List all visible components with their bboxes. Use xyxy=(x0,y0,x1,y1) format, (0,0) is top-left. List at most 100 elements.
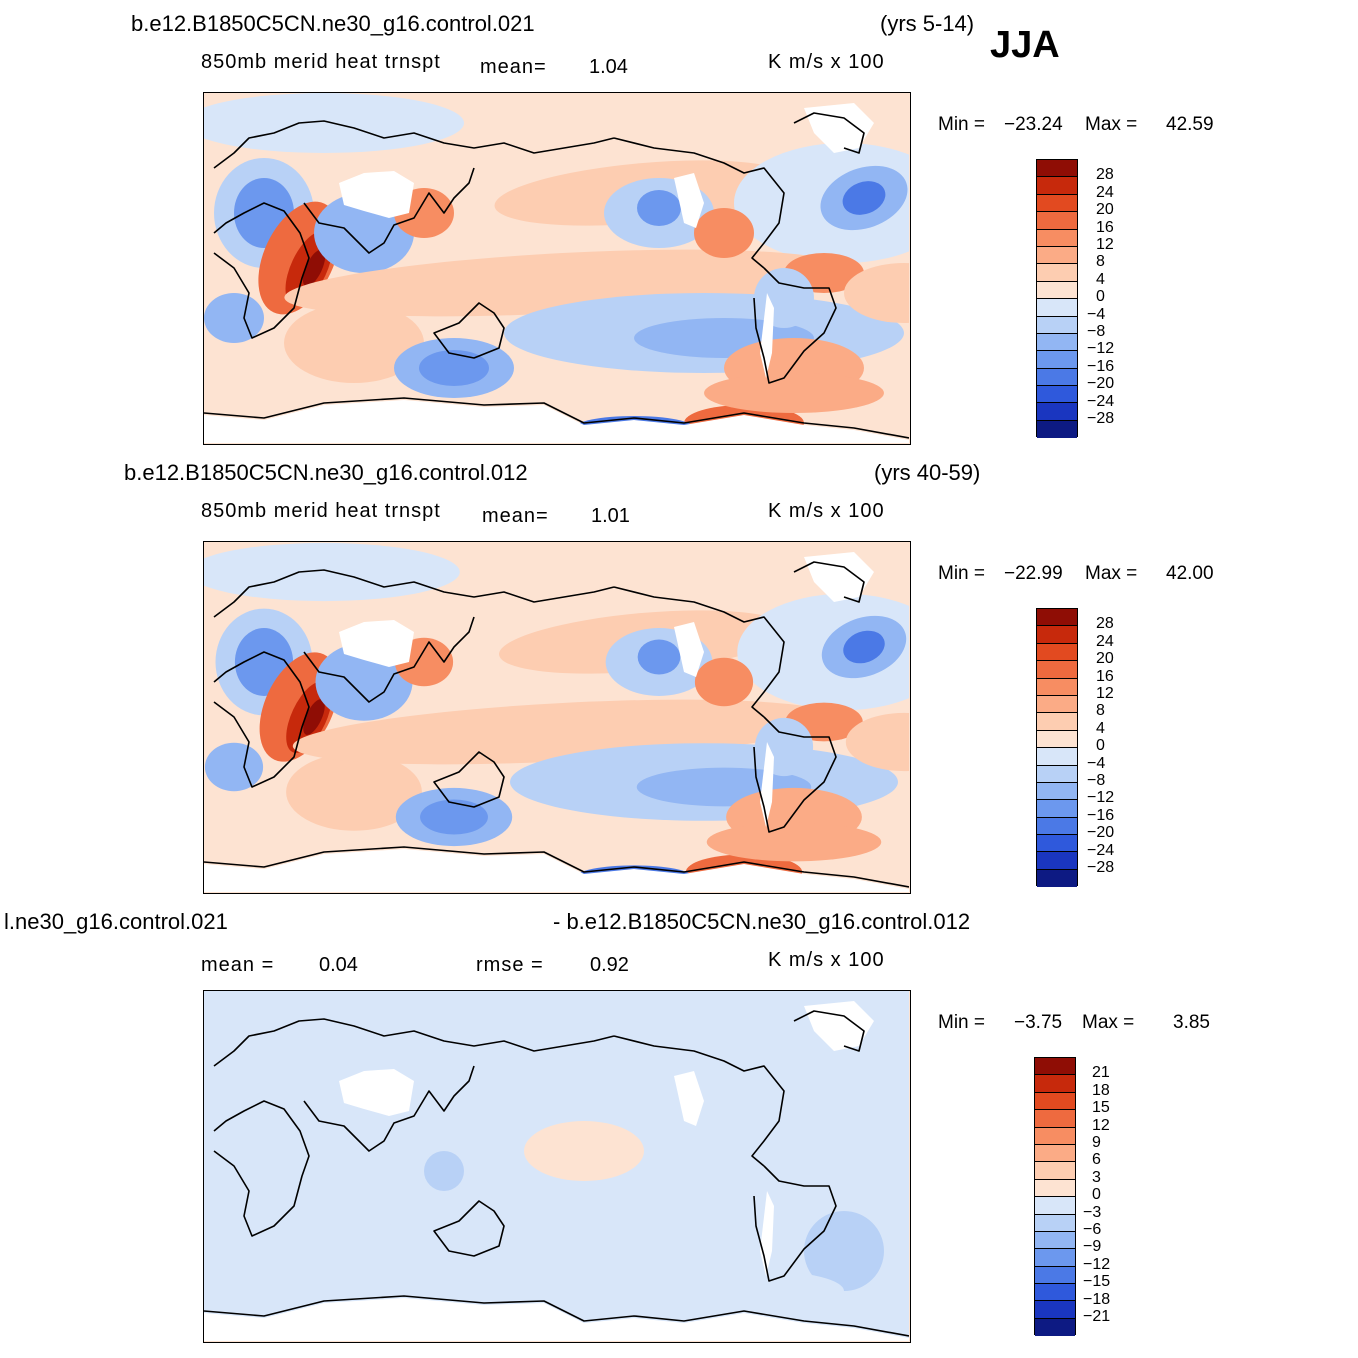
missing-data-greenland xyxy=(804,103,874,153)
colorbar-tick-label: 18 xyxy=(1092,1081,1110,1099)
colorbar-tick-label: 20 xyxy=(1096,650,1114,668)
colorbar-swatch xyxy=(1037,800,1077,818)
contour-region xyxy=(694,208,754,258)
contour-region xyxy=(637,190,681,226)
colorbar-tick-label: 0 xyxy=(1096,737,1105,755)
panel-3-units: K m/s x 100 xyxy=(768,949,885,971)
season-label: JJA xyxy=(990,24,1060,66)
coastline xyxy=(303,1065,475,1152)
colorbar-tick-label: −4 xyxy=(1087,754,1106,772)
colorbar-tick-label: 12 xyxy=(1096,685,1114,702)
coastline xyxy=(204,846,909,888)
panel-3-case2-title: - b.e12.B1850C5CN.ne30_g16.control.012 xyxy=(553,909,971,934)
colorbar-tick-label: 8 xyxy=(1096,253,1105,271)
colorbar-tick-label: −20 xyxy=(1087,375,1115,393)
panel-3-min-value: −3.75 xyxy=(1014,1012,1063,1033)
colorbar-swatch xyxy=(1037,351,1077,369)
panel-3-colorbar xyxy=(1034,1057,1076,1337)
colorbar-tick-label: 12 xyxy=(1096,236,1114,253)
missing-data-greenland xyxy=(804,1001,874,1051)
coastline xyxy=(613,586,785,718)
colorbar-tick-label: 4 xyxy=(1096,270,1105,288)
colorbar-tick-label: −8 xyxy=(1087,323,1106,340)
missing-data-antarctica xyxy=(204,1298,909,1341)
colorbar-swatch xyxy=(1035,1318,1075,1337)
coastline xyxy=(793,561,865,603)
colorbar-tick-label: 28 xyxy=(1096,166,1114,184)
colorbar-swatch xyxy=(1037,626,1077,644)
panel-2-min-value: −22.99 xyxy=(1004,563,1063,584)
contour-region xyxy=(684,1271,844,1311)
colorbar-swatch xyxy=(1035,1110,1075,1128)
colorbar-tick-label: −24 xyxy=(1087,392,1115,410)
contour-region xyxy=(706,822,882,862)
colorbar-tick-label: −12 xyxy=(1083,1255,1111,1273)
contour-region xyxy=(303,699,325,735)
colorbar-tick-label: 0 xyxy=(1092,1186,1101,1204)
colorbar-swatch xyxy=(1037,246,1077,265)
panel-2-max-value: 42.00 xyxy=(1166,563,1214,584)
colorbar-tick-label: 8 xyxy=(1096,702,1105,720)
colorbar-swatch xyxy=(1037,177,1077,195)
panel-2-min-label: Min = xyxy=(938,563,985,584)
colorbar-swatch xyxy=(1035,1301,1075,1319)
missing-data-rockies xyxy=(674,1071,704,1126)
colorbar-tick-label: 15 xyxy=(1092,1099,1110,1117)
colorbar-swatch xyxy=(1037,212,1077,230)
colorbar-tick-label: −28 xyxy=(1087,859,1115,876)
colorbar-swatch xyxy=(1035,1127,1075,1145)
colorbar-swatch xyxy=(1037,299,1077,317)
panel-1-map xyxy=(203,92,911,445)
contour-region xyxy=(844,263,909,323)
coastline xyxy=(303,167,475,254)
colorbar-tick-label: 16 xyxy=(1096,218,1114,236)
colorbar-tick-label: −12 xyxy=(1087,340,1115,358)
colorbar-tick-label: 3 xyxy=(1092,1168,1101,1186)
colorbar-tick-label: 24 xyxy=(1096,183,1114,201)
colorbar-swatch xyxy=(1037,852,1077,870)
colorbar-swatch xyxy=(1037,748,1077,766)
contour-region xyxy=(384,1191,624,1291)
coastline xyxy=(433,1200,505,1257)
missing-data-greenland xyxy=(804,552,874,602)
colorbar-tick-label: −16 xyxy=(1087,357,1115,375)
colorbar-tick-label: −21 xyxy=(1083,1308,1111,1325)
colorbar-tick-label: 6 xyxy=(1092,1151,1101,1169)
panel-1-min-label: Min = xyxy=(938,114,985,135)
panel-3-min-label: Min = xyxy=(938,1012,985,1033)
panel-2-map xyxy=(203,541,911,894)
colorbar-swatch xyxy=(1037,835,1077,853)
colorbar-swatch xyxy=(1035,1249,1075,1267)
contour-region xyxy=(843,630,885,664)
coastline xyxy=(213,202,310,339)
panel-2-case-title: b.e12.B1850C5CN.ne30_g16.control.012 xyxy=(124,460,528,485)
panel-1-case-title: b.e12.B1850C5CN.ne30_g16.control.021 xyxy=(131,11,535,36)
panel-2-mean-label: mean= xyxy=(482,505,549,527)
contour-region xyxy=(754,268,814,328)
panel-2-units: K m/s x 100 xyxy=(768,500,885,522)
colorbar-swatch xyxy=(1037,333,1077,352)
panel-1-years: (yrs 5-14) xyxy=(880,11,975,36)
colorbar-tick-label: 12 xyxy=(1092,1116,1110,1134)
colorbar-swatch xyxy=(1037,695,1077,714)
contour-region xyxy=(842,181,886,215)
colorbar-tick-label: −24 xyxy=(1087,841,1115,859)
panel-2-mean-value: 1.01 xyxy=(591,505,630,527)
missing-data-tibet xyxy=(339,171,414,218)
colorbar-swatch xyxy=(1037,765,1077,783)
coastline xyxy=(303,616,475,703)
panel-1-units: K m/s x 100 xyxy=(768,51,885,73)
colorbar-tick-label: −9 xyxy=(1083,1238,1102,1256)
contour-region xyxy=(744,1071,864,1151)
colorbar-swatch xyxy=(1035,1162,1075,1180)
coastline xyxy=(213,1018,615,1067)
colorbar-swatch xyxy=(1037,368,1077,387)
colorbar-tick-label: 9 xyxy=(1092,1134,1101,1151)
panel-2-variable: 850mb merid heat trnspt xyxy=(201,500,441,522)
colorbar-swatch xyxy=(1035,1214,1075,1232)
panel-1-max-value: 42.59 xyxy=(1166,114,1214,135)
colorbar-swatch xyxy=(1037,678,1077,696)
colorbar-tick-label: 16 xyxy=(1096,667,1114,685)
colorbar-tick-label: −3 xyxy=(1083,1203,1102,1221)
coastline xyxy=(753,1165,837,1282)
